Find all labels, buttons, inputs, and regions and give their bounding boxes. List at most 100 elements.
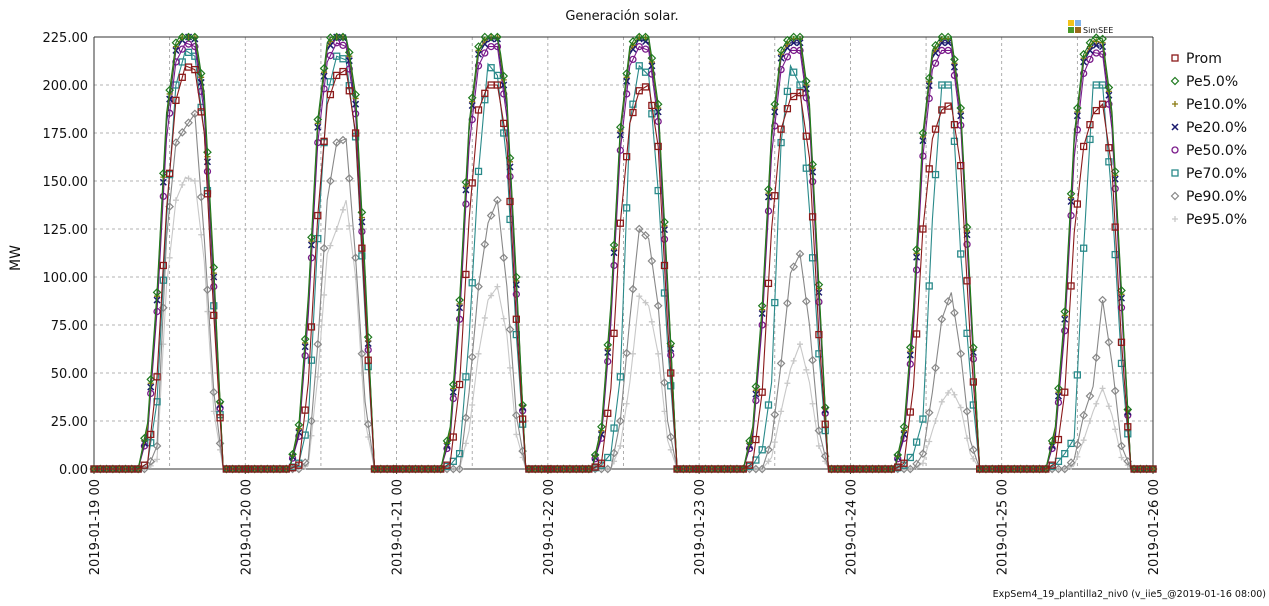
legend: Prom Pe5.0% Pe10.0% Pe20.0% Pe50.0% Pe70.0% Pe… [1170,51,1247,228]
legend-marker [1170,76,1180,86]
legend-marker [1172,101,1178,107]
data-point [783,53,792,61]
data-point [629,45,637,53]
data-point [603,464,613,474]
data-point [969,378,977,386]
data-point [319,243,329,253]
series-lines [89,32,1158,474]
data-point [196,192,206,202]
data-point [765,458,772,465]
data-point [962,222,972,232]
chart-title: Generación solar. [565,9,678,24]
data-point [357,349,367,359]
data-point [363,419,373,429]
data-point [364,356,372,364]
data-point [925,94,933,103]
data-point [1067,211,1075,220]
data-point [1086,121,1094,129]
data-point [469,402,476,408]
data-point [796,81,804,89]
data-point [1061,388,1069,396]
data-point [1061,327,1069,335]
data-point [938,39,946,47]
data-point [924,73,934,83]
data-point [899,422,909,432]
data-point [481,40,489,48]
data-point [647,53,657,63]
data-point [351,129,360,137]
data-point [666,432,676,442]
legend-entry: Pe95.0% [1186,212,1247,228]
data-point [486,211,496,220]
legend-entry: Pe50.0% [1186,143,1247,159]
data-point [321,291,328,298]
data-point [1054,464,1063,474]
data-point [784,380,791,387]
data-point [494,283,501,290]
grid-lines [94,36,1153,469]
data-point [1073,103,1082,113]
data-point [153,307,161,316]
data-point [906,408,914,416]
data-point [505,325,515,334]
data-point [944,102,952,110]
data-point [345,87,353,95]
data-point [493,42,502,51]
data-point [1123,405,1133,414]
y-tick-label: 125.00 [43,223,89,238]
data-point [172,197,179,204]
data-point [957,250,965,258]
data-point [314,234,322,243]
data-point [660,378,669,387]
data-point [455,380,464,389]
data-point [327,242,334,249]
logo-square-yellow [1068,20,1074,26]
data-point [462,373,470,381]
logo-square-blue [1075,20,1081,26]
data-point [455,449,464,458]
data-point [455,464,464,474]
data-point [790,357,797,364]
data-point [628,284,638,294]
data-point [171,38,181,48]
data-point [931,170,940,179]
data-point [295,461,303,469]
data-point [945,389,952,396]
data-point [622,348,632,358]
data-point [925,165,933,173]
data-point [500,315,507,322]
data-point [455,315,464,323]
data-point [603,340,613,350]
data-point [808,254,817,262]
data-point [338,135,348,145]
data-point [764,445,773,455]
data-point [623,153,631,161]
data-point [500,129,508,137]
data-point [294,420,304,430]
data-point [209,387,219,397]
data-point [1118,454,1125,461]
data-point [184,48,193,57]
y-tick-label: 175.00 [43,127,89,142]
data-point [215,397,225,407]
data-point [475,350,482,357]
data-point [623,400,630,407]
legend-marker [1171,146,1179,154]
data-point [1091,353,1101,362]
data-point [790,92,798,101]
data-point [610,261,618,270]
data-point [326,33,335,42]
data-point [1073,371,1082,379]
data-point [480,32,490,42]
data-point [604,409,612,417]
y-tick-label: 225.00 [43,31,89,46]
data-point [641,32,650,42]
data-point [790,39,798,47]
data-point [654,142,662,151]
data-point [925,282,933,290]
data-point [642,37,650,46]
data-point [634,224,644,234]
data-point [210,311,218,320]
data-point [629,55,637,64]
